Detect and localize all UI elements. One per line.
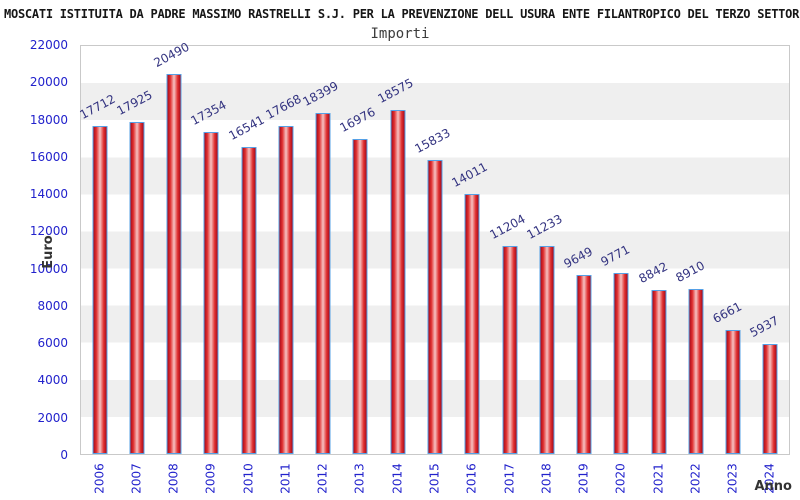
bar-2019 bbox=[576, 275, 592, 454]
bar-value-label: 17925 bbox=[114, 87, 155, 118]
bar-2021 bbox=[651, 290, 667, 454]
bar-2020 bbox=[613, 272, 629, 454]
x-tick-label: 2015 bbox=[427, 463, 442, 494]
bar-2006 bbox=[92, 125, 108, 454]
bar-value-label: 16541 bbox=[226, 112, 267, 144]
bar-2014 bbox=[390, 109, 406, 454]
bar-2009 bbox=[203, 132, 219, 454]
bar-2015 bbox=[427, 160, 443, 454]
x-tick-label: 2009 bbox=[203, 463, 218, 494]
bar-2013 bbox=[352, 139, 368, 454]
y-tick-label: 0 bbox=[60, 448, 68, 462]
bar-slot: 11233 2018 bbox=[524, 46, 565, 493]
x-tick-label: 2022 bbox=[688, 463, 703, 494]
x-tick-label: 2012 bbox=[315, 463, 330, 494]
bar-value-label: 5937 bbox=[747, 313, 782, 340]
bar-value-label: 15833 bbox=[412, 126, 453, 157]
bar-slot: 16976 2013 bbox=[338, 46, 379, 494]
bar-slot: 6661 2023 bbox=[711, 46, 752, 494]
bars-row: 17712 2006 17925 2007 20490 2008 17354 2009 1654… bbox=[77, 40, 789, 494]
x-tick-label: 2008 bbox=[166, 463, 181, 494]
y-tick-label: 2000 bbox=[37, 410, 68, 425]
y-tick-label: 8000 bbox=[37, 298, 68, 313]
bar-value-label: 17668 bbox=[263, 92, 304, 123]
bar-slot: 8842 2021 bbox=[636, 46, 677, 493]
bar-slot: 9649 2019 bbox=[561, 46, 602, 493]
bar-slot: 15833 2015 bbox=[412, 46, 453, 494]
x-tick-label: 2014 bbox=[390, 463, 405, 494]
y-tick-label: 16000 bbox=[29, 149, 68, 164]
bar-slot: 18575 2014 bbox=[375, 46, 416, 494]
y-tick-label: 4000 bbox=[37, 373, 68, 388]
x-tick-label: 2006 bbox=[92, 463, 107, 494]
bar-value-label: 14011 bbox=[449, 159, 490, 191]
bar-2023 bbox=[725, 330, 741, 454]
x-tick-label: 2019 bbox=[576, 463, 591, 494]
bar-slot: 14011 2016 bbox=[450, 46, 491, 494]
bar-value-label: 11233 bbox=[524, 211, 565, 242]
x-tick-label: 2013 bbox=[352, 463, 367, 494]
y-axis-title: Euro bbox=[40, 235, 56, 269]
y-tick-label: 20000 bbox=[29, 75, 68, 90]
bar-value-label: 17712 bbox=[77, 91, 118, 122]
bar-value-label: 18399 bbox=[300, 78, 341, 109]
chart-title: MOSCATI ISTITUITA DA PADRE MASSIMO RASTR… bbox=[4, 7, 800, 21]
bar-value-label: 18575 bbox=[375, 75, 416, 106]
x-tick-label: 2007 bbox=[129, 463, 144, 494]
bar-value-label: 9649 bbox=[561, 244, 596, 272]
bar-slot: 17925 2007 bbox=[114, 46, 155, 493]
bar-2010 bbox=[241, 147, 257, 454]
bar-2012 bbox=[315, 112, 331, 454]
bar-slot: 17712 2006 bbox=[77, 46, 118, 494]
bar-value-label: 16976 bbox=[337, 104, 379, 136]
y-tick-label: 12000 bbox=[29, 224, 68, 239]
bar-slot: 17668 2011 bbox=[263, 46, 304, 494]
x-axis-title: Anno bbox=[754, 479, 792, 494]
bar-value-label: 8910 bbox=[673, 258, 707, 285]
x-tick-label: 2018 bbox=[539, 463, 554, 494]
bar-2008 bbox=[166, 74, 182, 454]
y-axis-ticks: 0 2000 4000 6000 8000 10000 12000 14000 16000 180… bbox=[0, 38, 74, 462]
bar-slot: 9771 2020 bbox=[599, 46, 640, 494]
y-tick-label: 6000 bbox=[37, 336, 68, 351]
bar-2022 bbox=[688, 288, 704, 454]
bar-2018 bbox=[539, 245, 555, 454]
bar-2011 bbox=[278, 126, 294, 454]
bar-slot: 16541 2010 bbox=[226, 46, 267, 494]
bar-slot: 17354 2009 bbox=[189, 46, 230, 494]
bar-2016 bbox=[464, 194, 480, 454]
x-tick-label: 2020 bbox=[613, 463, 628, 494]
bar-slot: 5937 2024 bbox=[748, 46, 789, 494]
bar-value-label: 8842 bbox=[636, 259, 670, 287]
bar-2007 bbox=[129, 121, 145, 454]
bar-slot: 18399 2012 bbox=[301, 46, 342, 494]
bar-value-label: 11204 bbox=[486, 211, 528, 243]
plot-area: 17712 2006 17925 2007 20490 2008 17354 2009 1654… bbox=[77, 40, 790, 494]
bar-2017 bbox=[502, 246, 518, 454]
y-tick-label: 10000 bbox=[29, 261, 68, 276]
bar-value-label: 6661 bbox=[710, 299, 745, 327]
bar-value-label: 17354 bbox=[188, 97, 230, 129]
x-tick-label: 2021 bbox=[651, 463, 666, 494]
y-tick-label: 14000 bbox=[29, 187, 68, 202]
x-tick-label: 2023 bbox=[725, 463, 740, 494]
bar-slot: 11204 2017 bbox=[487, 46, 528, 494]
x-tick-label: 2017 bbox=[502, 463, 517, 494]
chart-subtitle: Importi bbox=[370, 26, 430, 42]
y-tick-label: 18000 bbox=[29, 112, 68, 127]
x-tick-label: 2010 bbox=[241, 463, 256, 494]
bar-slot: 20490 2008 bbox=[152, 40, 193, 494]
bar-value-label: 9771 bbox=[598, 242, 633, 269]
bar-slot: 8910 2022 bbox=[673, 46, 714, 494]
x-tick-label: 2016 bbox=[464, 463, 479, 494]
x-tick-label: 2011 bbox=[278, 463, 293, 494]
bar-value-label: 20490 bbox=[151, 39, 192, 71]
y-tick-label: 22000 bbox=[29, 38, 68, 52]
bar-2024 bbox=[762, 343, 778, 454]
